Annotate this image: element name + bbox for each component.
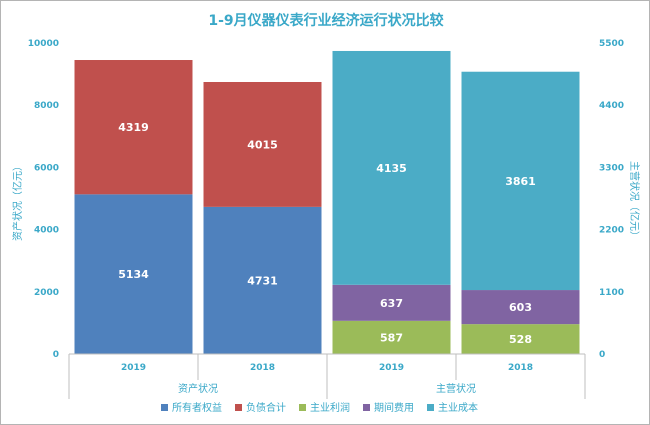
chart-title: 1-9月仪器仪表行业经济运行状况比较 [208, 12, 443, 29]
right-tick-label: 1100 [599, 288, 624, 298]
legend-label: 负债合计 [246, 401, 286, 414]
legend-label: 主业利润 [310, 401, 350, 414]
group-label: 主营状况 [436, 382, 476, 395]
x-axis: 2019 2018 资产状况 2019 2018 主营状况 [68, 353, 586, 399]
category-label: 2018 [508, 363, 533, 373]
legend-label: 所有者权益 [172, 401, 222, 414]
bar-segment [74, 194, 193, 354]
right-tick-label: 3300 [599, 163, 624, 173]
bar-segment [74, 60, 193, 195]
right-tick-label: 4400 [599, 101, 624, 111]
legend-swatch [427, 404, 434, 411]
bar-segment [203, 206, 322, 354]
bars [74, 50, 580, 354]
data-label: 4319 [118, 121, 149, 134]
right-axis-ticks: 0 1100 2200 3300 4400 5500 [599, 39, 624, 360]
bar-segment [461, 324, 580, 354]
right-tick-label: 0 [599, 350, 605, 360]
legend-item: 期间费用 [363, 401, 414, 414]
bar-segment [461, 290, 580, 325]
left-tick-label: 4000 [34, 226, 59, 236]
data-label: 603 [509, 301, 532, 314]
category-label: 2018 [250, 363, 275, 373]
left-tick-label: 2000 [34, 288, 59, 298]
data-label: 528 [509, 333, 532, 346]
legend-item: 所有者权益 [161, 401, 222, 414]
data-label: 4731 [247, 274, 278, 287]
left-tick-label: 10000 [28, 39, 59, 49]
legend-swatch [235, 404, 242, 411]
data-labels: 5134 4319 4731 4015 587 637 4135 528 603 3861 [118, 121, 536, 346]
bar-segment [332, 320, 451, 354]
data-label: 637 [380, 297, 403, 310]
category-label: 2019 [121, 363, 146, 373]
legend: 所有者权益 负债合计 主业利润 期间费用 主业成本 [161, 401, 478, 414]
bar-segment [461, 71, 580, 291]
category-label: 2019 [379, 363, 404, 373]
legend-label: 主业成本 [438, 401, 478, 414]
data-label: 4015 [247, 138, 278, 151]
left-tick-label: 8000 [34, 101, 59, 111]
legend-label: 期间费用 [374, 401, 414, 414]
legend-swatch [161, 404, 168, 411]
left-tick-label: 6000 [34, 163, 59, 173]
data-label: 587 [380, 331, 403, 344]
bar-segment [203, 81, 322, 207]
legend-item: 负债合计 [235, 401, 286, 414]
left-axis-ticks: 0 2000 4000 6000 8000 10000 [28, 39, 59, 360]
bar-segment [332, 284, 451, 321]
data-label: 4135 [376, 162, 407, 175]
left-axis-title: 资产状况（亿元） [11, 161, 24, 241]
legend-item: 主业利润 [299, 401, 350, 414]
right-axis-title: 主营状况（亿元） [628, 161, 641, 241]
data-label: 5134 [118, 268, 149, 281]
legend-swatch [299, 404, 306, 411]
right-tick-label: 5500 [599, 39, 624, 49]
data-label: 3861 [505, 175, 536, 188]
legend-item: 主业成本 [427, 401, 478, 414]
bar-segment [332, 50, 451, 285]
legend-swatch [363, 404, 370, 411]
left-tick-label: 0 [53, 350, 59, 360]
group-label: 资产状况 [178, 382, 218, 395]
right-tick-label: 2200 [599, 226, 624, 236]
